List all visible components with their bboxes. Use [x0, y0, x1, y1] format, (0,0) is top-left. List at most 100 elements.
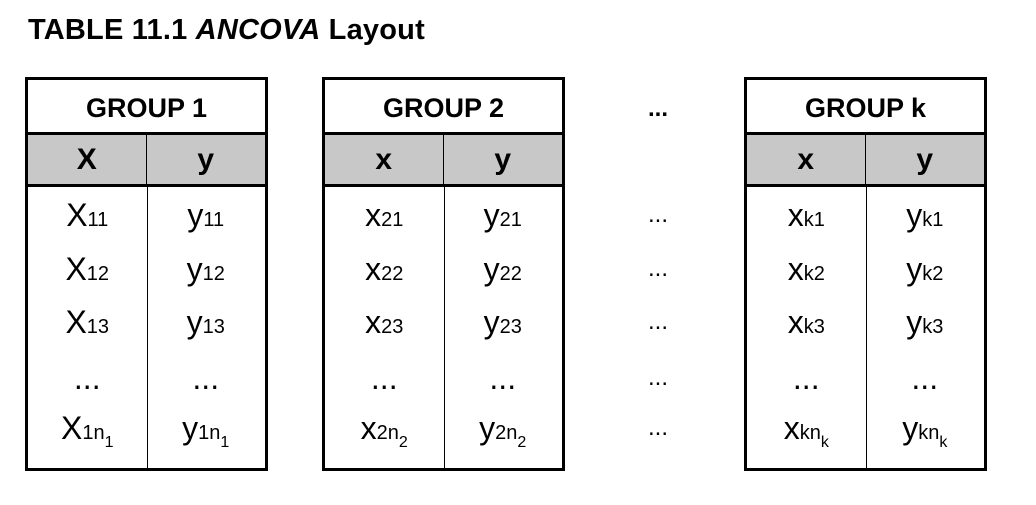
cell-subsubscript: 1 — [104, 434, 114, 451]
column-divider — [146, 187, 148, 468]
table-cell-x: xk2 — [747, 249, 866, 296]
table-cell-x: ... — [28, 358, 147, 405]
group-title: GROUP k — [747, 80, 984, 135]
column-header-x: x — [325, 135, 444, 184]
cell-symbol: y — [187, 197, 204, 233]
cell-symbol: X — [66, 197, 88, 233]
cell-subscript: 21 — [499, 209, 522, 231]
column-header-x: x — [747, 135, 866, 184]
table-cell-x: xk1 — [747, 195, 866, 242]
column-header-y: y — [197, 143, 215, 176]
cell-subsubscript: k — [939, 434, 948, 451]
cell-subsubscript: 1 — [220, 434, 230, 451]
cell-subscript: 2n — [376, 422, 399, 444]
cell-subscript: k1 — [922, 209, 944, 231]
table-cell-y: ... — [866, 358, 985, 405]
cell-symbol: x — [365, 251, 382, 287]
cell-symbol: x — [783, 410, 800, 446]
table-cell-y: y23 — [444, 302, 563, 349]
between-ellipsis: ... — [647, 364, 668, 391]
cell-symbol: x — [787, 304, 804, 340]
table-cell-x: x2n2 — [325, 408, 444, 455]
group-table: GROUP k x y xk1 yk1 xk2 yk2 xk3 yk3...... xknk ykn… — [744, 77, 987, 471]
table-cell-y: y12 — [147, 249, 266, 296]
cell-symbol: y — [906, 251, 923, 287]
table-cell-y: y13 — [147, 302, 266, 349]
cell-symbol: ... — [911, 360, 939, 396]
cell-symbol: y — [906, 304, 923, 340]
cell-subscript: k3 — [803, 316, 825, 338]
group-table: GROUP 2 x y x21 y21 x22 y22 x23 y23...... x2n2 y2n… — [322, 77, 565, 471]
cell-subscript: 11 — [203, 209, 225, 231]
cell-subscript: 13 — [202, 316, 225, 338]
cell-symbol: X — [65, 251, 87, 287]
cell-subscript: 2n — [495, 422, 518, 444]
cell-symbol: x — [365, 197, 382, 233]
between-ellipsis: ... — [647, 255, 668, 282]
table-cell-x: X12 — [28, 249, 147, 296]
cell-subscript: kn — [918, 422, 940, 444]
table-cell-x: ... — [325, 358, 444, 405]
cell-symbol: X — [61, 410, 83, 446]
table-cell-y: yk2 — [866, 249, 985, 296]
table-cell-x: X1n1 — [28, 408, 147, 455]
cell-symbol: y — [483, 197, 500, 233]
cell-subscript: k2 — [922, 263, 944, 285]
cell-symbol: ... — [192, 360, 220, 396]
column-header-y: y — [494, 143, 512, 176]
table-cell-y: ... — [147, 358, 266, 405]
cell-subscript: k3 — [922, 316, 944, 338]
table-cell-x: xknk — [747, 408, 866, 455]
cell-symbol: ... — [489, 360, 517, 396]
caption-suffix: Layout — [320, 14, 425, 46]
cell-symbol: y — [483, 304, 500, 340]
cell-symbol: y — [479, 410, 496, 446]
cell-symbol: y — [186, 251, 203, 287]
cell-subscript: 1n — [198, 422, 221, 444]
cell-subscript: 11 — [87, 209, 109, 231]
cell-symbol: ... — [370, 360, 398, 396]
group-title: GROUP 2 — [325, 80, 562, 135]
table-cell-y: y22 — [444, 249, 563, 296]
cell-subsubscript: 2 — [517, 434, 527, 451]
table-cell-x: X13 — [28, 302, 147, 349]
between-header-ellipsis: ... — [647, 95, 668, 122]
table-cell-x: x21 — [325, 195, 444, 242]
table-cell-y: yk3 — [866, 302, 985, 349]
cell-symbol: x — [365, 304, 382, 340]
column-header-y: y — [916, 143, 934, 176]
table-cell-y: ... — [444, 358, 563, 405]
cell-symbol: x — [360, 410, 377, 446]
table-cell-y: y21 — [444, 195, 563, 242]
table-cell-y: yk1 — [866, 195, 985, 242]
cell-symbol: y — [902, 410, 919, 446]
cell-symbol: x — [787, 197, 804, 233]
cell-symbol: y — [186, 304, 203, 340]
cell-subscript: k1 — [803, 209, 825, 231]
table-cell-y: y1n1 — [147, 408, 266, 455]
group-title: GROUP 1 — [28, 80, 265, 135]
column-divider — [443, 187, 445, 468]
cell-subscript: k2 — [803, 263, 825, 285]
cell-subscript: 22 — [499, 263, 522, 285]
table-cell-x: ... — [747, 358, 866, 405]
cell-subscript: 1n — [82, 422, 105, 444]
table-cell-y: yknk — [866, 408, 985, 455]
cell-subscript: 12 — [86, 263, 110, 285]
table-cell-y: y2n2 — [444, 408, 563, 455]
table-cell-x: xk3 — [747, 302, 866, 349]
cell-subscript: 12 — [202, 263, 225, 285]
cell-symbol: X — [65, 304, 87, 340]
table-cell-x: X11 — [28, 195, 147, 242]
cell-subscript: 21 — [381, 209, 404, 231]
column-header-x: X — [28, 135, 147, 184]
cell-subsubscript: 2 — [398, 434, 408, 451]
cell-subscript: 22 — [381, 263, 404, 285]
cell-symbol: y — [483, 251, 500, 287]
cell-symbol: x — [787, 251, 804, 287]
caption-italic: ANCOVA — [195, 14, 321, 46]
